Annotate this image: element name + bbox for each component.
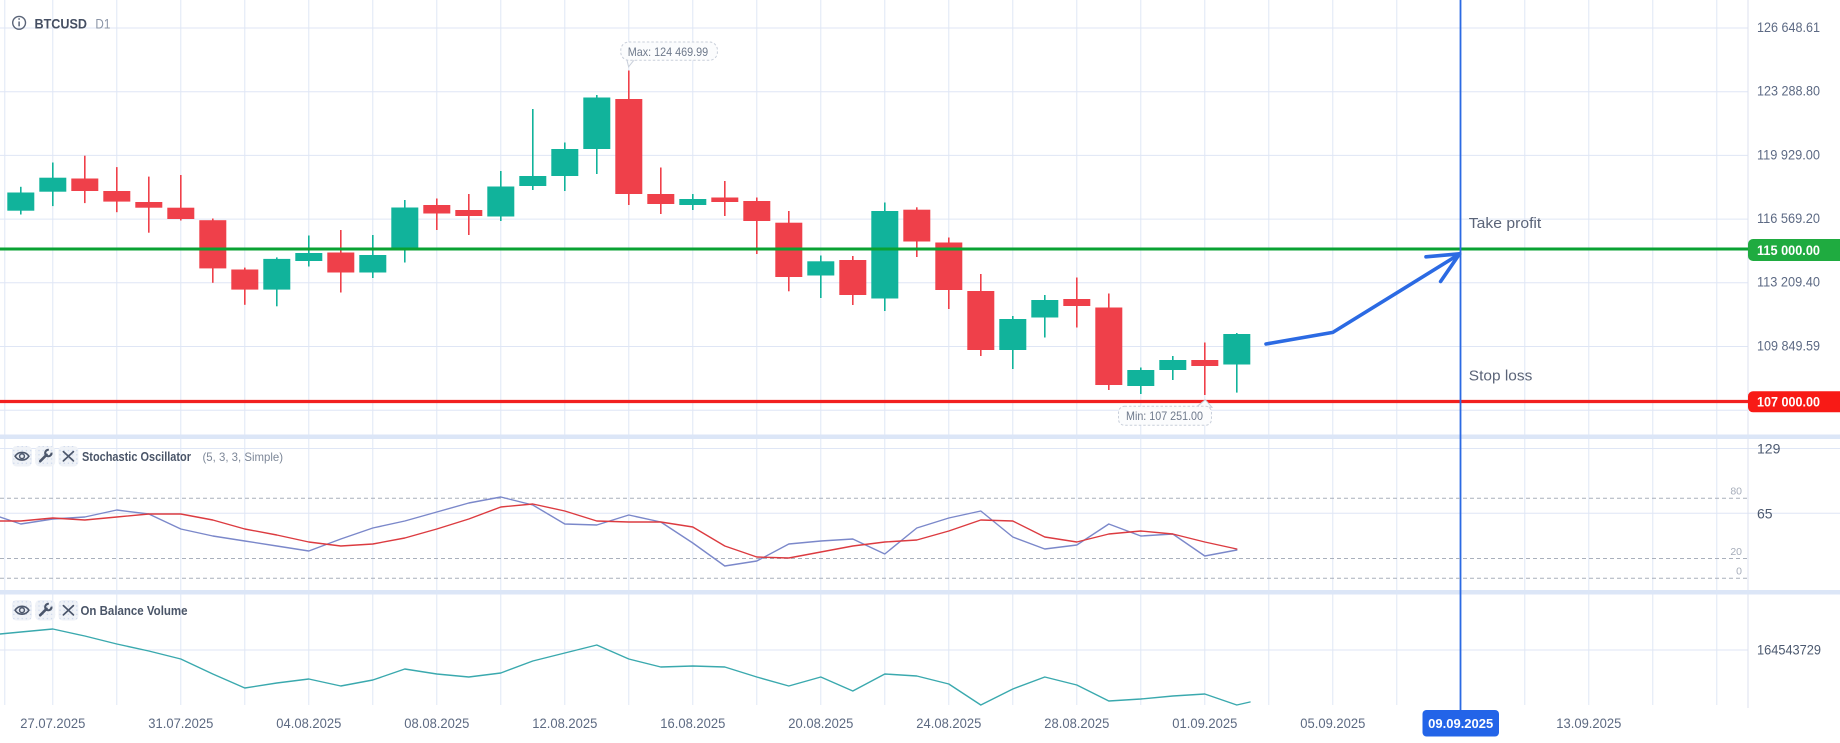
svg-text:129: 129: [1757, 441, 1781, 457]
svg-text:Take profit: Take profit: [1469, 215, 1542, 232]
svg-text:BTCUSD: BTCUSD: [35, 16, 88, 31]
svg-text:08.08.2025: 08.08.2025: [404, 716, 469, 731]
svg-text:109 849.59: 109 849.59: [1757, 338, 1820, 353]
svg-text:119 929.00: 119 929.00: [1757, 147, 1820, 162]
svg-text:116 569.20: 116 569.20: [1757, 211, 1820, 226]
svg-text:Stochastic Oscillator: Stochastic Oscillator: [82, 450, 191, 464]
svg-text:Max: 124 469.99: Max: 124 469.99: [628, 45, 709, 59]
svg-text:Stop loss: Stop loss: [1469, 368, 1533, 385]
svg-text:0: 0: [1736, 566, 1742, 578]
svg-text:80: 80: [1730, 486, 1742, 498]
svg-text:31.07.2025: 31.07.2025: [148, 716, 213, 731]
svg-text:115 000.00: 115 000.00: [1757, 243, 1820, 258]
svg-text:13.09.2025: 13.09.2025: [1556, 716, 1621, 731]
svg-text:20: 20: [1730, 546, 1742, 558]
svg-text:D1: D1: [95, 16, 110, 31]
svg-text:20.08.2025: 20.08.2025: [788, 716, 853, 731]
svg-text:113 209.40: 113 209.40: [1757, 275, 1820, 290]
svg-text:107 000.00: 107 000.00: [1757, 395, 1820, 410]
svg-text:09.09.2025: 09.09.2025: [1428, 716, 1493, 731]
svg-text:Min: 107 251.00: Min: 107 251.00: [1126, 409, 1203, 423]
svg-text:12.08.2025: 12.08.2025: [532, 716, 597, 731]
svg-text:04.08.2025: 04.08.2025: [276, 716, 341, 731]
svg-text:164543729: 164543729: [1757, 643, 1821, 658]
svg-text:05.09.2025: 05.09.2025: [1300, 716, 1365, 731]
svg-text:01.09.2025: 01.09.2025: [1172, 716, 1237, 731]
svg-text:24.08.2025: 24.08.2025: [916, 716, 981, 731]
svg-text:28.08.2025: 28.08.2025: [1044, 716, 1109, 731]
svg-text:16.08.2025: 16.08.2025: [660, 716, 725, 731]
svg-text:126 648.61: 126 648.61: [1757, 20, 1820, 35]
svg-text:27.07.2025: 27.07.2025: [20, 716, 85, 731]
svg-text:123 288.80: 123 288.80: [1757, 84, 1820, 99]
svg-text:On Balance Volume: On Balance Volume: [81, 604, 188, 618]
svg-text:65: 65: [1757, 505, 1773, 521]
svg-text:(5, 3, 3, Simple): (5, 3, 3, Simple): [203, 450, 284, 464]
